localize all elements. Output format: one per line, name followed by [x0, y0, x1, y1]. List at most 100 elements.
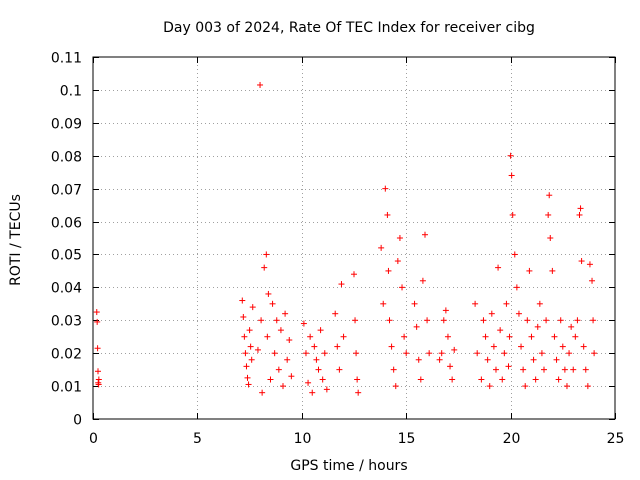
data-point [415, 356, 422, 363]
data-point [509, 211, 516, 218]
y-tick-label: 0.01 [51, 380, 82, 396]
y-tick-label: 0.03 [51, 314, 82, 330]
data-point [419, 277, 426, 284]
data-point [392, 383, 399, 390]
data-point [568, 323, 575, 330]
y-axis-label: ROTI / TECUs [8, 194, 24, 286]
data-point [486, 383, 493, 390]
y-tick-labels: 0 0.01 0.02 0.03 0.04 0.05 0.06 0.07 0.08 0.09 0.1… [51, 51, 82, 429]
data-point [506, 333, 513, 340]
data-point [353, 350, 360, 357]
data-point [93, 309, 100, 316]
data-point [520, 366, 527, 373]
data-point [390, 366, 397, 373]
data-point [300, 320, 307, 327]
data-point [501, 350, 508, 357]
data-point [524, 317, 531, 324]
data-point [572, 333, 579, 340]
data-points [93, 81, 598, 396]
data-point [536, 300, 543, 307]
data-point [472, 300, 479, 307]
data-point [534, 323, 541, 330]
data-point [334, 343, 341, 350]
data-point [351, 271, 357, 278]
data-point [551, 333, 558, 340]
data-point [95, 376, 102, 383]
data-point [508, 172, 515, 179]
data-point [413, 323, 420, 330]
data-point [553, 356, 560, 363]
x-tick-label: 10 [294, 431, 312, 447]
data-point [546, 192, 553, 199]
data-point [541, 366, 548, 373]
data-point [244, 374, 251, 381]
data-point [566, 350, 573, 357]
data-point [401, 333, 408, 340]
x-tick-label: 5 [193, 431, 202, 447]
data-point [518, 343, 525, 350]
plot-frame [92, 56, 616, 420]
data-point [323, 386, 330, 393]
data-point [478, 376, 485, 383]
data-point [249, 304, 256, 311]
data-point [522, 383, 529, 390]
data-point [474, 350, 481, 357]
y-tick-label: 0.06 [51, 216, 82, 232]
data-point [313, 356, 320, 363]
data-point [557, 317, 564, 324]
data-point [307, 333, 314, 340]
data-point [241, 333, 248, 340]
data-point [288, 373, 295, 380]
data-point [559, 343, 566, 350]
data-point [239, 297, 246, 304]
data-point [258, 317, 265, 324]
data-point [492, 366, 499, 373]
data-point [317, 327, 324, 334]
x-tick-label: 20 [503, 431, 521, 447]
data-point [277, 327, 284, 334]
data-point [528, 333, 535, 340]
data-point [271, 350, 278, 357]
data-point [378, 244, 385, 251]
data-point [561, 366, 568, 373]
data-point [261, 264, 268, 271]
data-point [530, 356, 537, 363]
data-point [589, 277, 596, 284]
data-point [578, 258, 585, 265]
data-point [243, 363, 250, 370]
data-point [582, 366, 589, 373]
chart-title: Day 003 of 2024, Rate Of TEC Index for r… [163, 20, 535, 36]
data-point [394, 258, 401, 265]
data-point [340, 333, 347, 340]
data-point [513, 284, 520, 291]
y-tick-label: 0 [73, 413, 82, 429]
data-point [411, 300, 418, 307]
data-point [505, 363, 512, 370]
data-point [440, 317, 447, 324]
data-point [444, 333, 451, 340]
data-point [386, 317, 393, 324]
data-point [449, 376, 456, 383]
data-point [245, 381, 252, 388]
data-point [576, 211, 583, 218]
data-point [570, 366, 577, 373]
data-point [442, 307, 449, 314]
data-point [321, 350, 328, 357]
data-point [482, 333, 489, 340]
data-point [584, 383, 591, 390]
data-point [447, 363, 454, 370]
data-point [273, 317, 280, 324]
data-point [257, 81, 264, 88]
y-tick-label: 0.11 [51, 51, 82, 67]
x-axis-label: GPS time / hours [290, 458, 407, 474]
data-point [305, 379, 312, 386]
data-point [424, 317, 431, 324]
data-point [95, 368, 102, 375]
data-point [490, 343, 497, 350]
data-point [547, 235, 554, 241]
data-point [302, 350, 309, 357]
x-tick-label: 25 [607, 431, 625, 447]
data-point [538, 350, 545, 357]
data-point [421, 231, 428, 238]
